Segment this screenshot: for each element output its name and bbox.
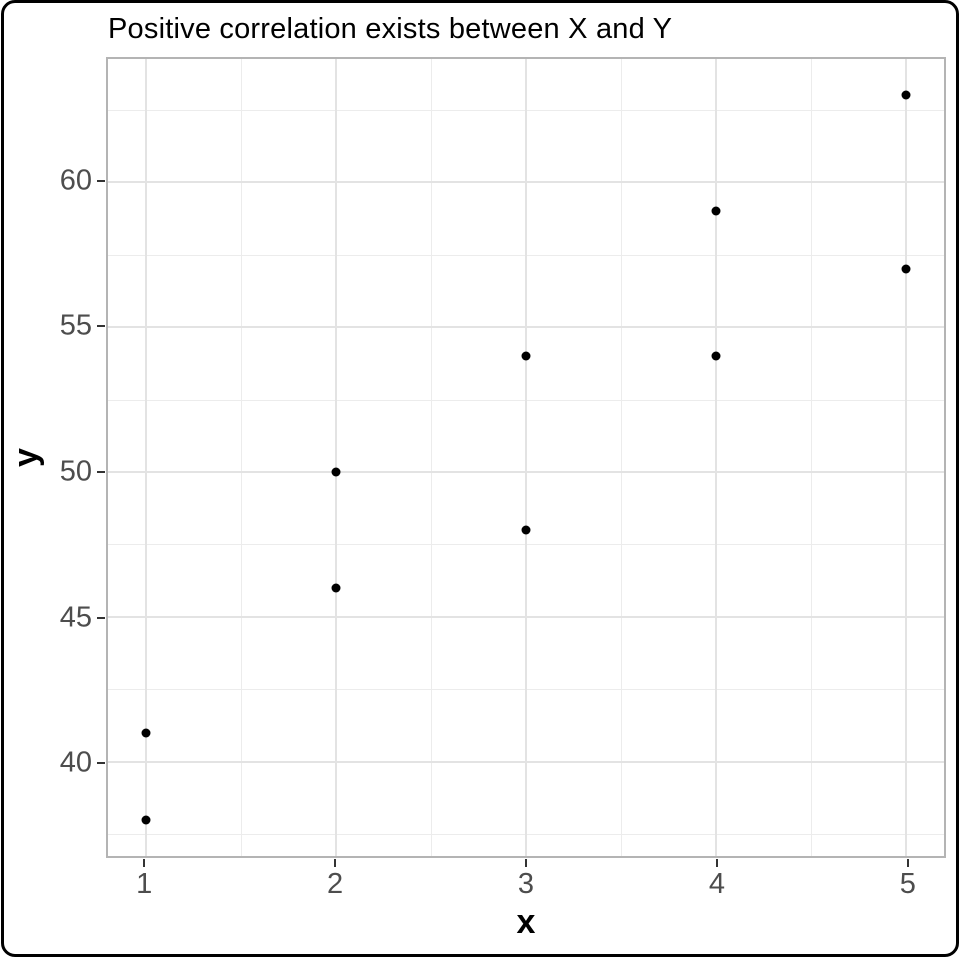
data-point (901, 90, 911, 100)
data-point (331, 583, 341, 593)
x-minor-gridline (621, 59, 622, 856)
y-major-gridline (108, 470, 944, 473)
y-major-gridline (108, 181, 944, 184)
x-major-gridline (905, 59, 907, 856)
y-tick-mark (97, 471, 105, 474)
x-major-gridline (525, 59, 527, 856)
x-tick-label: 3 (517, 868, 535, 900)
plot-panel (106, 57, 946, 858)
data-point (521, 351, 531, 361)
x-major-gridline (715, 59, 717, 856)
y-tick-label: 60 (59, 164, 92, 197)
y-axis-title: y (4, 57, 48, 858)
y-major-gridline (108, 326, 944, 329)
y-axis-title-text: y (6, 448, 45, 467)
y-tick-mark (97, 179, 105, 182)
y-tick-label: 50 (59, 455, 92, 488)
plot-title: Positive correlation exists between X an… (108, 13, 673, 45)
x-tick-mark (525, 859, 527, 867)
y-tick-label: 55 (59, 309, 92, 342)
y-tick-label: 45 (59, 601, 92, 634)
data-point (141, 815, 151, 825)
y-major-gridline (108, 760, 944, 763)
x-major-gridline (335, 59, 337, 856)
data-point (141, 728, 151, 738)
data-point (711, 351, 721, 361)
x-tick-mark (143, 859, 146, 867)
x-tick-label: 1 (136, 868, 153, 900)
x-minor-gridline (241, 59, 242, 856)
data-point (521, 525, 531, 535)
data-point (901, 264, 911, 274)
data-point (711, 206, 721, 216)
x-tick-mark (715, 859, 718, 867)
x-tick-mark (906, 859, 909, 867)
x-tick-mark (334, 859, 337, 867)
y-tick-label: 40 (59, 746, 92, 779)
x-tick-label: 5 (899, 868, 916, 900)
x-major-gridline (145, 59, 147, 856)
x-tick-label: 2 (327, 868, 344, 900)
y-tick-mark (97, 762, 105, 765)
y-tick-mark (97, 325, 105, 328)
x-minor-gridline (811, 59, 812, 856)
y-tick-mark (97, 616, 105, 619)
x-minor-gridline (431, 59, 432, 856)
x-axis-title: x (516, 903, 536, 941)
y-major-gridline (108, 615, 944, 618)
x-tick-label: 4 (708, 868, 725, 900)
data-point (331, 467, 341, 477)
